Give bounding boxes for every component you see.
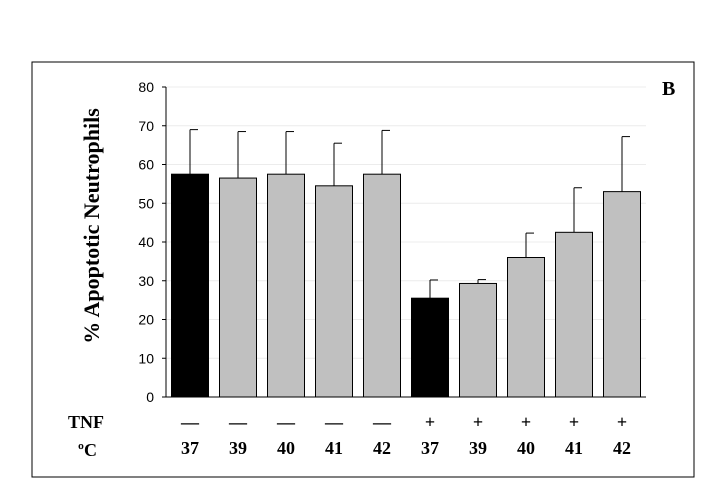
bar <box>363 173 401 398</box>
tnf-label: + <box>569 412 579 432</box>
bar <box>411 297 449 398</box>
temp-label: 41 <box>325 438 343 458</box>
tnf-label: — <box>372 412 392 432</box>
temp-label: 39 <box>229 438 247 458</box>
bar <box>603 191 641 398</box>
temp-label: 42 <box>613 438 631 458</box>
chart-frame <box>31 61 695 478</box>
tnf-label: — <box>276 412 296 432</box>
tnf-label: + <box>425 412 435 432</box>
temp-label: 41 <box>565 438 583 458</box>
y-tick-label: 50 <box>138 195 154 211</box>
error-bars-group <box>189 129 630 299</box>
temp-row-label: ºC <box>78 440 97 460</box>
x-axis-labels: — 37 — 39 — 40 — 41 — 42 +37 +39 +40 +41 +42 <box>180 412 631 458</box>
y-tick-label: 20 <box>138 312 154 328</box>
temp-label: 40 <box>517 438 535 458</box>
bar <box>219 177 257 398</box>
tnf-label: — <box>228 412 248 432</box>
y-tick-label: 40 <box>138 234 154 250</box>
bar <box>315 185 353 398</box>
y-tick-label: 0 <box>146 389 154 405</box>
temp-label: 37 <box>181 438 199 458</box>
tnf-label: + <box>521 412 531 432</box>
y-axis-ticks: 0 10 20 30 40 50 60 70 80 <box>138 79 166 405</box>
y-tick-label: 80 <box>138 79 154 95</box>
bar <box>171 173 209 398</box>
temp-label: 42 <box>373 438 391 458</box>
bar <box>459 282 497 398</box>
bar <box>507 257 545 398</box>
y-tick-label: 60 <box>138 157 154 173</box>
bar <box>267 173 305 398</box>
panel-label: B <box>662 78 675 100</box>
tnf-row-label: TNF <box>68 412 104 432</box>
temp-label: 40 <box>277 438 295 458</box>
bars-group <box>171 173 641 398</box>
bar <box>555 231 593 398</box>
y-tick-label: 70 <box>138 118 154 134</box>
tnf-label: + <box>473 412 483 432</box>
tnf-label: — <box>324 412 344 432</box>
tnf-label: — <box>180 412 200 432</box>
temp-label: 39 <box>469 438 487 458</box>
y-tick-label: 30 <box>138 273 154 289</box>
y-tick-label: 10 <box>138 350 154 366</box>
temp-label: 37 <box>421 438 439 458</box>
tnf-label: + <box>617 412 627 432</box>
y-axis-label: % Apoptotic Neutrophils <box>79 108 104 344</box>
